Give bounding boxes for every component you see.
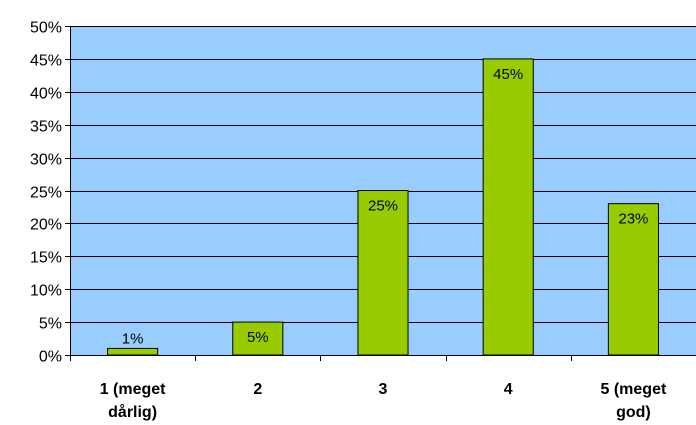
bar-0 [107, 347, 159, 356]
data-label-4: 23% [618, 211, 648, 228]
y-tick-label-7: 35% [30, 119, 62, 136]
y-axis: 0% 5% 10% 15% 20% 25% 30% 35% 40% 45% 50% [30, 20, 71, 366]
y-tick-label-2: 10% [30, 283, 62, 300]
bars [107, 58, 659, 356]
y-tick-label-0: 0% [39, 349, 62, 366]
x-category-label-3: 4 [504, 381, 513, 398]
data-label-2: 25% [368, 198, 398, 215]
x-category-label-1: 2 [253, 381, 262, 398]
y-tick-label-10: 50% [30, 20, 62, 37]
bar-1 [232, 321, 284, 356]
y-tick-label-3: 15% [30, 250, 62, 267]
x-category-label-4: 5 (meget god) [601, 381, 667, 421]
y-tick-label-8: 40% [30, 86, 62, 103]
bar-2 [357, 190, 409, 356]
data-labels: 1% 5% 25% 45% 23% [122, 66, 649, 348]
data-label-3: 45% [493, 66, 523, 83]
bar-3 [482, 58, 534, 356]
data-label-0: 1% [122, 330, 144, 347]
y-tick-label-1: 5% [39, 316, 62, 333]
data-label-1: 5% [247, 329, 269, 346]
y-tick-label-4: 20% [30, 217, 62, 234]
y-tick-label-6: 30% [30, 152, 62, 169]
y-tick-label-5: 25% [30, 185, 62, 202]
bar-4 [607, 203, 659, 356]
x-category-label-2: 3 [379, 381, 388, 398]
y-tick-label-9: 45% [30, 53, 62, 70]
x-category-label-0: 1 (meget dårlig) [100, 381, 166, 421]
x-axis: 1 (meget dårlig) 2 3 4 5 (meget god) [70, 355, 696, 421]
